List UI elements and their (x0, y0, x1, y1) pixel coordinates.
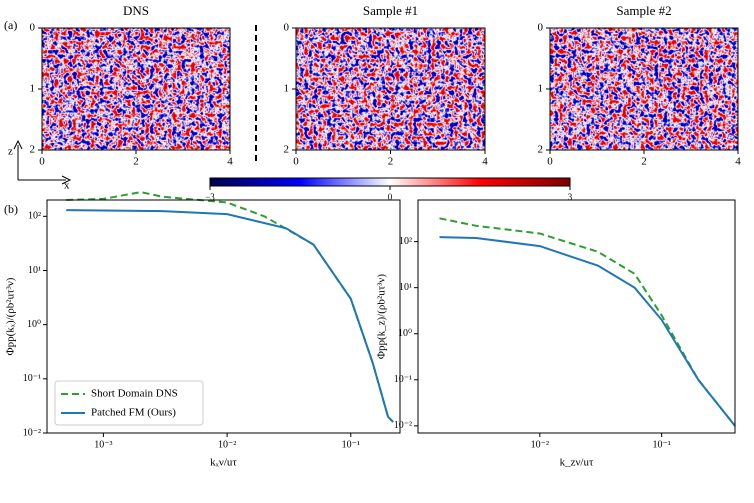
x-tick-label: 10⁻¹ (342, 439, 360, 450)
x-tick-label: 2 (641, 156, 647, 168)
axes-indicator: z x (8, 139, 72, 192)
y-tick-label: 10² (399, 236, 412, 247)
x-tick-label: 4 (482, 156, 488, 168)
y-tick-label: 10¹ (28, 265, 41, 276)
y-axis-label: Φpp(k_z)/(ρb²uτ³ν) (376, 274, 388, 359)
y-tick-label: 1 (284, 83, 290, 95)
chart-title: Sample #1 (363, 3, 418, 18)
series-line (439, 236, 736, 427)
x-tick-label: 10⁻³ (94, 439, 112, 450)
panel-label: (a) (4, 18, 17, 32)
y-tick-label: 10⁻¹ (394, 374, 412, 385)
y-tick-label: 1 (30, 83, 36, 95)
y-tick-label: 0 (30, 22, 36, 34)
y-tick-label: 10² (28, 211, 41, 222)
frame (417, 199, 736, 434)
panel-label: (b) (4, 202, 18, 216)
y-tick-label: 0 (284, 22, 290, 34)
x-tick-label: 10⁻² (531, 439, 549, 450)
x-tick-label: 10⁻¹ (653, 439, 671, 450)
x-tick-label: 2 (388, 156, 394, 168)
x-tick-label: 10⁻² (218, 439, 236, 450)
legend-box (54, 380, 204, 426)
x-tick-label: 4 (735, 156, 741, 168)
y-tick-label: 1 (538, 83, 544, 95)
legend-label: Short Domain DNS (91, 388, 178, 400)
x-axis-label: k_zν/uτ (560, 457, 594, 469)
y-tick-label: 10⁻² (394, 420, 412, 431)
x-axis-label: kₓν/uτ (210, 457, 237, 469)
chart-title: DNS (123, 3, 149, 18)
heatmap-field (550, 28, 738, 150)
x-tick-label: 2 (133, 156, 139, 168)
y-tick-label: 10⁰ (27, 319, 41, 330)
y-tick-label: 10¹ (399, 282, 412, 293)
heatmap-field (296, 28, 485, 150)
x-tick-label: 0 (39, 156, 45, 168)
x-tick-label: 3 (568, 192, 573, 202)
series-line (66, 209, 394, 423)
y-tick-label: 10⁻² (23, 427, 41, 438)
heatmap-field (42, 28, 230, 150)
x-tick-label: −3 (205, 192, 215, 202)
y-tick-label: 2 (284, 144, 290, 156)
series-line (439, 217, 736, 427)
x-tick-label: 0 (293, 156, 299, 168)
axis-indicator-label: x (64, 180, 70, 192)
y-tick-label: 10⁰ (398, 328, 412, 339)
colorbar (209, 177, 571, 187)
legend-label: Patched FM (Ours) (91, 407, 176, 419)
axis-indicator-label: z (8, 146, 13, 158)
y-axis-label: Φpp(kₓ)/(ρb²uτ³ν) (5, 277, 17, 355)
frame (46, 199, 401, 434)
x-tick-label: 0 (547, 156, 553, 168)
x-tick-label: 4 (227, 156, 233, 168)
y-tick-label: 10⁻¹ (23, 373, 41, 384)
x-tick-label: 0 (388, 192, 393, 202)
y-tick-label: 2 (30, 144, 36, 156)
y-tick-label: 0 (538, 22, 544, 34)
chart-title: Sample #2 (616, 3, 671, 18)
y-tick-label: 2 (538, 144, 544, 156)
